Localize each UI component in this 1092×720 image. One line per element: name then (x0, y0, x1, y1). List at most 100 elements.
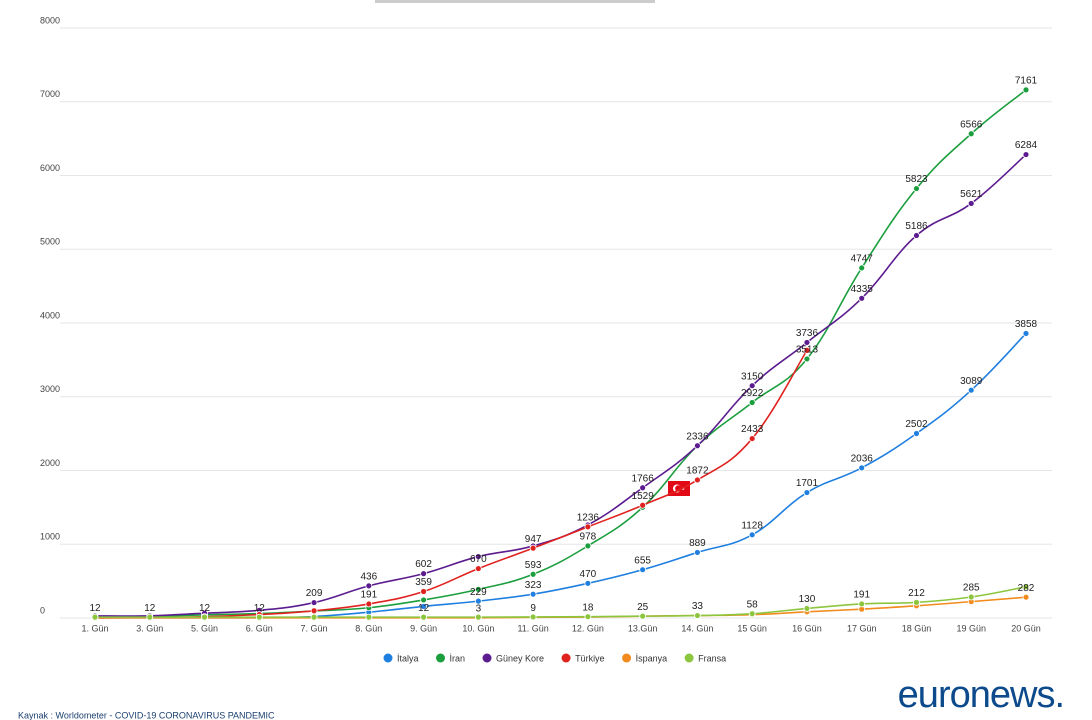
y-tick-label: 7000 (40, 89, 60, 99)
y-tick-label: 3000 (40, 384, 60, 394)
legend-marker (482, 653, 492, 663)
value-label: 1236 (577, 512, 600, 523)
legend-item: İspanya (622, 653, 667, 663)
x-tick-label: 18 Gün (902, 623, 932, 633)
point (748, 531, 756, 539)
point (1022, 583, 1030, 591)
point (803, 346, 811, 354)
value-label: 947 (525, 534, 542, 545)
x-tick-label: 10. Gün (462, 623, 494, 633)
legend-label: İspanya (636, 653, 668, 663)
value-label: 655 (634, 555, 651, 566)
value-label: 18 (582, 602, 594, 613)
legend-item: İtalya (383, 653, 419, 663)
value-label: 593 (525, 560, 542, 571)
value-label: 191 (853, 590, 870, 601)
value-label: 359 (415, 577, 432, 588)
point (858, 464, 866, 472)
legend-marker (383, 653, 393, 663)
series (91, 583, 1030, 621)
x-tick-label: 9. Gün (410, 623, 437, 633)
legend-label: Türkiye (575, 653, 605, 663)
value-label: 25 (637, 602, 649, 613)
value-label: 5621 (960, 189, 983, 200)
point (420, 603, 427, 610)
line (95, 586, 1027, 618)
legend-marker (436, 653, 446, 663)
point (146, 613, 154, 621)
point (474, 597, 482, 605)
point (1022, 593, 1030, 601)
value-label: 12 (144, 603, 156, 614)
point (803, 489, 811, 496)
point (529, 544, 537, 552)
value-label: 323 (525, 580, 542, 591)
value-label: 5823 (905, 174, 928, 185)
point (1022, 151, 1030, 158)
value-label: 3513 (796, 345, 819, 356)
y-tick-label: 2000 (40, 458, 60, 468)
value-label: 889 (689, 538, 706, 549)
point (420, 570, 427, 578)
point (748, 399, 756, 406)
point (365, 600, 373, 608)
value-label: 285 (963, 583, 980, 594)
point (913, 430, 920, 437)
x-tick-label: 6. Gün (246, 623, 273, 633)
point (365, 582, 373, 590)
value-label: 209 (306, 588, 323, 599)
y-tick-label: 1000 (40, 532, 60, 542)
point (529, 570, 537, 578)
point (913, 232, 920, 239)
point (803, 605, 811, 612)
legend-marker (684, 653, 694, 663)
point (967, 386, 975, 394)
value-label: 2036 (851, 453, 874, 464)
legend-item: Güney Kore (482, 653, 544, 663)
value-label: 2336 (686, 431, 709, 442)
point (858, 264, 866, 272)
value-label: 2433 (741, 424, 764, 435)
x-tick-label: 16 Gün (792, 623, 822, 633)
x-tick-label: 20 Gün (1011, 623, 1041, 633)
x-tick-label: 8. Gün (355, 623, 382, 633)
point (967, 200, 975, 207)
point (639, 566, 647, 574)
value-label: 130 (799, 594, 816, 605)
point (255, 613, 263, 621)
point (803, 339, 811, 346)
point (694, 476, 701, 484)
value-label: 1529 (632, 491, 655, 502)
logo: euronews. (898, 674, 1064, 716)
value-label: 3150 (741, 371, 764, 382)
series (91, 151, 1030, 620)
value-label: 7161 (1015, 76, 1038, 87)
x-tick-label: 3. Gün (136, 623, 163, 633)
legend-item: Fransa (684, 653, 726, 663)
series (91, 86, 1030, 622)
y-tick-label: 6000 (40, 163, 60, 173)
value-label: 602 (415, 559, 432, 570)
point (803, 355, 811, 363)
line (94, 89, 1027, 619)
scroll-bar (375, 0, 655, 3)
value-label: 670 (470, 554, 487, 565)
value-label: 9 (530, 603, 536, 614)
line (94, 332, 1027, 619)
x-tick-label: 7. Gün (301, 623, 328, 633)
value-label: 3089 (960, 376, 983, 387)
line (94, 153, 1027, 617)
legend-marker (561, 653, 571, 663)
value-label: 12 (254, 603, 266, 614)
value-label: 6566 (960, 119, 983, 130)
value-label: 3 (476, 603, 482, 614)
value-label: 12 (89, 603, 101, 614)
value-label: 58 (747, 599, 759, 610)
point (967, 593, 975, 601)
legend-label: İtalya (397, 653, 419, 663)
x-tick-label: 13.Gün (628, 623, 658, 633)
value-label: 191 (360, 590, 377, 601)
x-tick-label: 12. Gün (572, 623, 604, 633)
value-label: 4747 (851, 254, 874, 265)
